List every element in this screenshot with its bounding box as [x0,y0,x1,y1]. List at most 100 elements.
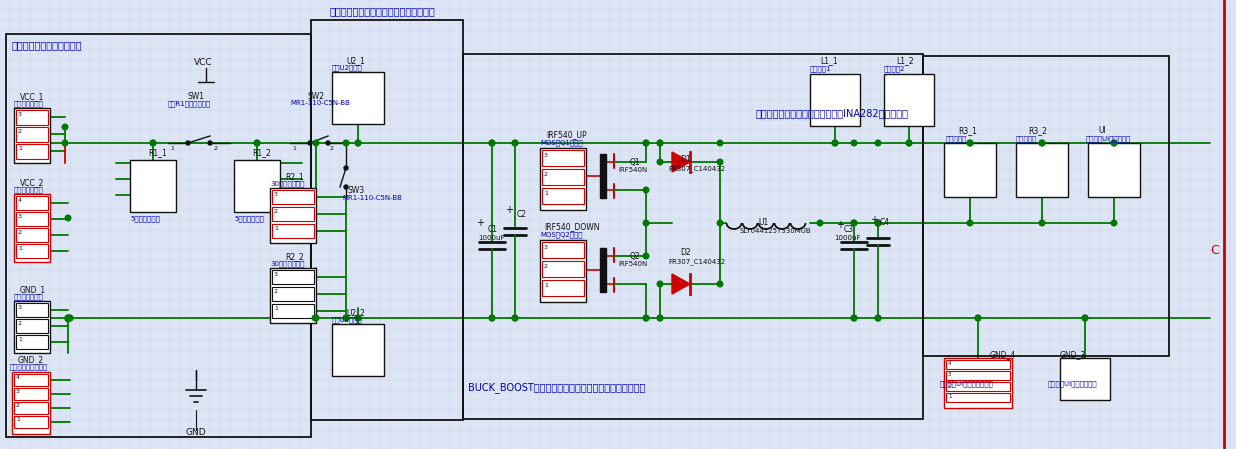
Text: 1: 1 [16,417,20,422]
Circle shape [313,315,318,321]
Bar [16,319,48,333]
Circle shape [344,166,349,170]
Circle shape [643,140,649,146]
Circle shape [717,159,723,165]
Bar [16,244,48,258]
Text: Q2: Q2 [630,252,640,261]
Text: GND_3: GND_3 [1060,350,1086,359]
Circle shape [717,281,723,287]
Circle shape [1083,315,1088,321]
Circle shape [832,140,838,146]
Text: MR1-110-C5N-BB: MR1-110-C5N-BB [290,100,350,106]
Text: R3_1: R3_1 [958,126,976,135]
Text: 2: 2 [274,209,278,214]
Circle shape [67,315,73,321]
Bar [1088,143,1140,197]
Text: 2: 2 [19,321,22,326]
Text: 5欧姆电阻左端: 5欧姆电阻左端 [130,215,159,222]
Text: FR307_C140432: FR307_C140432 [667,165,726,172]
Circle shape [489,315,494,321]
Text: 2: 2 [274,289,278,294]
Text: R2_1: R2_1 [286,172,304,181]
Circle shape [62,140,68,146]
Text: 给电池组Ui的地级接线端: 给电池组Ui的地级接线端 [1048,380,1098,387]
Text: 3: 3 [274,192,278,197]
Text: 4: 4 [19,198,22,203]
Bar [272,287,314,301]
Text: 电源地级跟踪输入口: 电源地级跟踪输入口 [10,363,48,370]
Circle shape [1083,315,1088,321]
Bar [14,194,49,262]
Bar [543,150,583,166]
Bar [311,20,464,420]
Text: D2: D2 [680,248,691,257]
Text: 1: 1 [19,246,22,251]
Bar [12,372,49,434]
Circle shape [906,140,912,146]
Circle shape [67,315,73,321]
Bar [884,74,934,126]
Text: R3_2: R3_2 [1028,126,1047,135]
Bar [16,196,48,210]
Circle shape [975,315,981,321]
Text: L1_1: L1_1 [819,56,838,65]
Bar [946,382,1010,391]
Text: 2: 2 [16,403,20,408]
Text: 3: 3 [19,112,22,117]
Circle shape [875,315,881,321]
Bar [269,268,316,323]
Text: SW3: SW3 [349,186,365,195]
Circle shape [817,220,823,226]
Circle shape [643,253,649,259]
Circle shape [489,315,494,321]
Text: IRF540_UP: IRF540_UP [546,130,587,139]
Text: 电源地极输入口: 电源地极输入口 [14,293,43,299]
Circle shape [643,220,649,226]
Circle shape [208,141,213,145]
Circle shape [658,159,662,165]
Text: GND: GND [185,428,206,437]
Text: 外接电感2: 外接电感2 [884,65,906,71]
Text: 电压U2的地级: 电压U2的地级 [332,316,362,323]
Text: GND_4: GND_4 [990,350,1016,359]
Text: R1_1: R1_1 [148,148,167,157]
Text: 控制R1是否接入电路: 控制R1是否接入电路 [168,100,211,106]
Circle shape [875,315,881,321]
Circle shape [1111,140,1117,146]
Bar [543,188,583,204]
Circle shape [151,140,156,146]
Text: SW2: SW2 [308,92,325,101]
Circle shape [658,281,662,287]
Text: 外接电感1: 外接电感1 [810,65,832,71]
Bar [946,393,1010,402]
Text: 30欧姆电阻下端: 30欧姆电阻下端 [269,260,304,267]
Circle shape [906,140,912,146]
Bar [944,143,996,197]
Text: MOS管Q1控制端: MOS管Q1控制端 [540,139,582,145]
Bar [16,144,48,159]
Text: SLT044125T330MUB: SLT044125T330MUB [740,228,812,234]
Circle shape [62,124,68,130]
Bar [16,212,48,226]
Bar [599,154,606,198]
Bar [14,416,48,428]
Text: FR307_C140432: FR307_C140432 [667,258,726,265]
Circle shape [658,315,662,321]
Circle shape [313,140,319,146]
Text: 1: 1 [544,191,548,196]
Text: 5欧姆电阻右端: 5欧姆电阻右端 [234,215,263,222]
Circle shape [852,220,857,226]
Circle shape [344,140,349,146]
Circle shape [344,315,349,321]
Circle shape [344,315,349,321]
Bar [543,242,583,258]
Circle shape [852,315,857,321]
Circle shape [512,315,518,321]
Bar [1016,143,1068,197]
Text: 30欧姆电阻上端: 30欧姆电阻上端 [269,180,304,187]
Circle shape [852,315,857,321]
Bar [6,34,311,437]
Text: 1: 1 [292,146,295,151]
Bar [16,110,48,125]
Text: 3: 3 [544,245,548,250]
